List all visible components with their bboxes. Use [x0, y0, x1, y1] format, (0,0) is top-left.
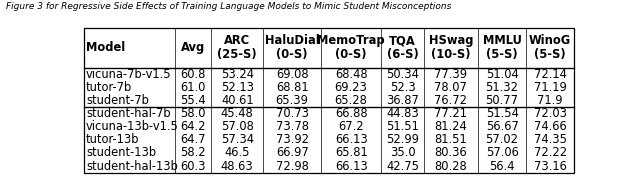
Text: 74.35: 74.35	[534, 133, 566, 146]
Text: MMLU
(5-S): MMLU (5-S)	[483, 34, 522, 61]
Text: 35.0: 35.0	[390, 146, 415, 159]
Text: 56.67: 56.67	[486, 120, 518, 133]
Text: Figure 3 for Regressive Side Effects of Training Language Models to Mimic Studen: Figure 3 for Regressive Side Effects of …	[6, 2, 452, 11]
Text: tutor-7b: tutor-7b	[86, 81, 132, 94]
Text: 56.4: 56.4	[490, 160, 515, 173]
Text: 69.08: 69.08	[276, 68, 308, 81]
Text: MemoTrap
(0-S): MemoTrap (0-S)	[317, 34, 385, 61]
Text: 66.13: 66.13	[335, 133, 367, 146]
Text: 81.51: 81.51	[435, 133, 467, 146]
Text: 67.2: 67.2	[339, 120, 364, 133]
Text: 58.2: 58.2	[180, 146, 206, 159]
Text: 72.22: 72.22	[534, 146, 566, 159]
Text: 50.34: 50.34	[386, 68, 419, 81]
Text: tutor-13b: tutor-13b	[86, 133, 140, 146]
Text: 46.5: 46.5	[225, 146, 250, 159]
Text: 42.75: 42.75	[386, 160, 419, 173]
Text: 58.0: 58.0	[180, 107, 205, 120]
Text: 51.54: 51.54	[486, 107, 518, 120]
Text: 64.7: 64.7	[180, 133, 205, 146]
Text: Model: Model	[86, 41, 125, 54]
Text: WinoG
(5-S): WinoG (5-S)	[529, 34, 572, 61]
Text: 65.81: 65.81	[335, 146, 367, 159]
Text: 66.13: 66.13	[335, 160, 367, 173]
Text: 74.66: 74.66	[534, 120, 566, 133]
Text: 57.08: 57.08	[221, 120, 253, 133]
FancyBboxPatch shape	[84, 28, 574, 173]
Text: vicuna-7b-v1.5: vicuna-7b-v1.5	[86, 68, 172, 81]
Text: student-hal-7b: student-hal-7b	[86, 107, 171, 120]
Text: 60.8: 60.8	[180, 68, 205, 81]
Text: 73.16: 73.16	[534, 160, 566, 173]
Text: 64.2: 64.2	[180, 120, 205, 133]
Text: 66.97: 66.97	[276, 146, 308, 159]
Text: TQA
(6-S): TQA (6-S)	[387, 34, 419, 61]
Text: Avg: Avg	[181, 41, 205, 54]
Text: 57.02: 57.02	[486, 133, 518, 146]
Text: 55.4: 55.4	[180, 94, 206, 107]
Text: 48.63: 48.63	[221, 160, 253, 173]
Text: 73.78: 73.78	[276, 120, 308, 133]
Text: 71.19: 71.19	[534, 81, 566, 94]
Text: student-hal-13b: student-hal-13b	[86, 160, 178, 173]
Text: 52.99: 52.99	[386, 133, 419, 146]
Text: 81.24: 81.24	[435, 120, 467, 133]
Text: 57.34: 57.34	[221, 133, 253, 146]
Text: 40.61: 40.61	[221, 94, 253, 107]
Text: 36.87: 36.87	[386, 94, 419, 107]
Text: 68.48: 68.48	[335, 68, 367, 81]
Text: 60.3: 60.3	[180, 160, 205, 173]
Text: 76.72: 76.72	[435, 94, 467, 107]
Text: 73.92: 73.92	[276, 133, 308, 146]
Text: 70.73: 70.73	[276, 107, 308, 120]
Text: 52.13: 52.13	[221, 81, 253, 94]
Text: HSwag
(10-S): HSwag (10-S)	[429, 34, 473, 61]
Text: 51.51: 51.51	[386, 120, 419, 133]
Text: 45.48: 45.48	[221, 107, 253, 120]
Text: 57.06: 57.06	[486, 146, 518, 159]
Text: 80.36: 80.36	[435, 146, 467, 159]
Text: 51.32: 51.32	[486, 81, 518, 94]
Text: vicuna-13b-v1.5: vicuna-13b-v1.5	[86, 120, 179, 133]
Text: 80.28: 80.28	[435, 160, 467, 173]
Text: HaluDial
(0-S): HaluDial (0-S)	[265, 34, 319, 61]
Text: 50.77: 50.77	[486, 94, 518, 107]
Text: 68.81: 68.81	[276, 81, 308, 94]
Text: 72.03: 72.03	[534, 107, 566, 120]
Text: 51.04: 51.04	[486, 68, 518, 81]
Text: 69.23: 69.23	[335, 81, 367, 94]
Text: 77.21: 77.21	[435, 107, 467, 120]
Text: ARC
(25-S): ARC (25-S)	[218, 34, 257, 61]
Text: student-7b: student-7b	[86, 94, 149, 107]
Text: 44.83: 44.83	[386, 107, 419, 120]
Text: 72.98: 72.98	[276, 160, 308, 173]
Text: student-13b: student-13b	[86, 146, 156, 159]
Text: 65.28: 65.28	[335, 94, 367, 107]
Text: 53.24: 53.24	[221, 68, 253, 81]
Text: 77.39: 77.39	[435, 68, 467, 81]
Text: 65.39: 65.39	[276, 94, 308, 107]
Text: 72.14: 72.14	[534, 68, 566, 81]
Text: 78.07: 78.07	[435, 81, 467, 94]
Text: 71.9: 71.9	[538, 94, 563, 107]
Text: 66.88: 66.88	[335, 107, 367, 120]
Text: 61.0: 61.0	[180, 81, 205, 94]
Text: 52.3: 52.3	[390, 81, 415, 94]
